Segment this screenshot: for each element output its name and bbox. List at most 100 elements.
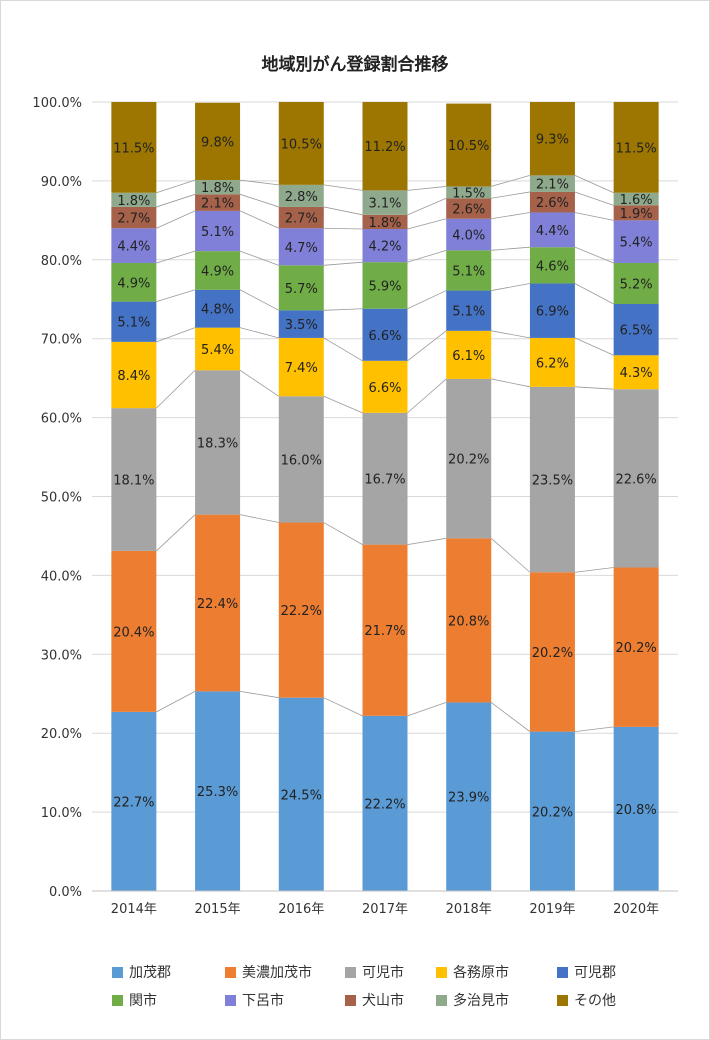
data-label: 21.7%: [364, 624, 405, 639]
series-line: [156, 327, 196, 343]
y-tick-label: 10.0%: [41, 806, 82, 821]
series-line: [574, 175, 614, 194]
series-line: [156, 514, 196, 552]
series-line: [156, 691, 196, 713]
series-line: [239, 289, 279, 311]
series-line: [323, 206, 363, 216]
series-line: [323, 337, 363, 362]
legend-swatch: [557, 994, 568, 1006]
bar-segment: [446, 218, 492, 251]
legend-item: 可児郡: [557, 962, 616, 982]
bar-segment: [529, 337, 575, 387]
bar-segment: [529, 247, 575, 284]
bar-segment: [111, 206, 157, 229]
legend-label: 関市: [129, 993, 157, 1009]
bar-segment: [362, 262, 408, 309]
data-label: 1.8%: [368, 216, 401, 231]
data-label: 20.2%: [532, 805, 573, 820]
data-label: 7.4%: [285, 361, 318, 376]
legend-swatch: [345, 966, 356, 978]
bar-segment: [446, 330, 492, 379]
series-line: [574, 567, 614, 573]
legend-swatch: [225, 966, 236, 978]
bar-segment: [613, 303, 659, 356]
series-line: [574, 283, 614, 305]
data-label: 5.1%: [452, 264, 485, 279]
series-line: [239, 250, 279, 266]
data-label: 22.2%: [281, 604, 322, 619]
data-label: 1.6%: [620, 193, 653, 208]
data-label: 22.2%: [364, 797, 405, 812]
series-line: [323, 184, 363, 191]
bar-segment: [362, 715, 408, 891]
series-line: [407, 537, 447, 546]
bar-segment: [446, 250, 492, 291]
bar-segment: [362, 360, 408, 413]
legend-item: 可児市: [345, 962, 404, 982]
data-label: 1.5%: [452, 186, 485, 201]
data-label: 4.7%: [285, 241, 318, 256]
series-line: [574, 212, 614, 221]
legend-item: 各務原市: [436, 962, 509, 982]
data-label: 22.6%: [615, 472, 656, 487]
bar-segment: [529, 212, 575, 248]
series-line: [323, 697, 363, 717]
data-label: 5.4%: [201, 343, 234, 358]
series-line: [407, 218, 447, 230]
series-line: [239, 327, 279, 339]
data-label: 16.7%: [364, 473, 405, 488]
series-line: [323, 308, 363, 311]
data-label: 6.9%: [536, 305, 569, 320]
legend-label: その他: [574, 993, 616, 1009]
legend-label: 可児市: [362, 965, 404, 981]
bar-segment: [195, 210, 241, 252]
bar-segment: [195, 102, 241, 181]
legend-swatch: [436, 994, 447, 1006]
series-line: [407, 197, 447, 216]
x-tick-label: 2014年: [111, 902, 157, 917]
data-label: 4.0%: [452, 229, 485, 244]
legend-item: 美濃加茂市: [225, 962, 312, 982]
bar-segment: [529, 102, 575, 176]
bar-segment: [446, 378, 492, 539]
data-label: 4.9%: [117, 276, 150, 291]
data-label: 23.9%: [448, 791, 489, 806]
bar-segment: [529, 283, 575, 338]
legend-swatch: [112, 966, 123, 978]
series-line: [323, 227, 363, 230]
series-line: [239, 193, 279, 208]
series-line: [490, 538, 531, 573]
series-line: [574, 191, 614, 206]
data-label: 4.3%: [620, 366, 653, 381]
series-line: [156, 179, 196, 194]
legend-label: 下呂市: [242, 993, 284, 1009]
bar-segment: [195, 327, 241, 371]
data-label: 11.2%: [364, 140, 405, 155]
bar-segment: [613, 102, 659, 193]
data-label: 5.2%: [620, 277, 653, 292]
bar-segment: [195, 251, 241, 290]
bar-segment: [613, 205, 659, 221]
bar-segment: [446, 186, 492, 199]
bar-segment: [529, 731, 575, 891]
data-label: 4.6%: [536, 259, 569, 274]
bar-segment: [613, 192, 659, 206]
bar-segment: [446, 290, 492, 331]
data-label: 10.5%: [281, 137, 322, 152]
data-label: 23.5%: [532, 474, 573, 489]
data-label: 2.6%: [452, 203, 485, 218]
series-line: [574, 726, 614, 733]
data-label: 6.5%: [620, 324, 653, 339]
series-line: [407, 378, 447, 414]
y-tick-label: 100.0%: [32, 96, 82, 111]
data-label: 4.8%: [201, 303, 234, 318]
bar-segment: [529, 191, 575, 213]
series-line: [491, 212, 530, 220]
series-line: [407, 290, 447, 310]
data-label: 20.2%: [615, 641, 656, 656]
legend-item: 犬山市: [345, 990, 404, 1010]
y-tick-label: 30.0%: [41, 648, 82, 663]
x-tick-label: 2020年: [613, 902, 659, 917]
series-line: [239, 514, 279, 523]
